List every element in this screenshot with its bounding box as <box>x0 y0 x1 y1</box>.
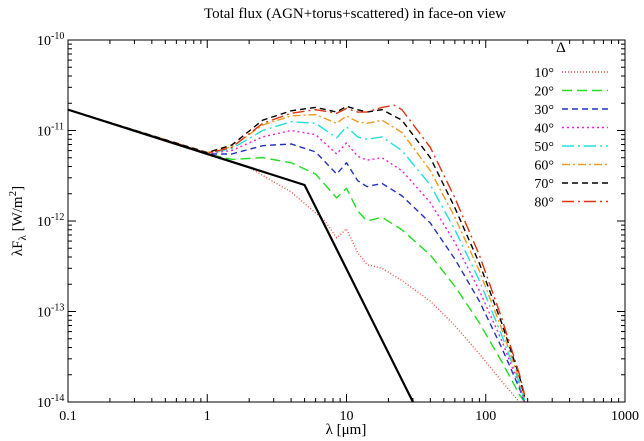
y-tick-label: 10-12 <box>37 212 64 230</box>
series-layer <box>68 104 526 402</box>
series-line <box>68 104 526 395</box>
series-line <box>68 105 526 397</box>
intrinsic-agn-line <box>68 108 414 402</box>
y-tick-label: 10-14 <box>37 393 64 411</box>
y-tick-label: 10-11 <box>37 122 64 140</box>
y-tick-label: 10-10 <box>37 31 64 49</box>
legend-label: 50° <box>534 140 554 155</box>
legend-label: 40° <box>534 122 554 137</box>
series-line <box>68 108 519 401</box>
legend-label: 80° <box>534 196 554 211</box>
legend-label: 70° <box>534 177 554 192</box>
legend-label: 60° <box>534 159 554 174</box>
legend-label: 20° <box>534 85 554 100</box>
axis-ticks: 0.1 1 10 100 1000 10-14 10-13 10-12 10-11 10-10 <box>37 31 639 424</box>
y-axis-label: λFλ [W/m2] <box>7 186 29 256</box>
legend-label: 30° <box>534 103 554 118</box>
y-tick-label: 10-13 <box>37 303 64 321</box>
x-axis-label: λ [μm] <box>326 422 367 438</box>
x-tick-label: 10 <box>340 409 354 424</box>
legend-title: Δ <box>556 40 566 56</box>
series-line <box>68 108 526 399</box>
series-line <box>68 108 526 402</box>
x-tick-label: 100 <box>475 409 496 424</box>
x-tick-label: 1000 <box>611 409 639 424</box>
legend: Δ10° 20° 30° 40° 50° 60° 70° 80° <box>534 40 608 211</box>
series-line <box>68 108 526 401</box>
series-line <box>68 108 526 402</box>
series-line <box>68 108 526 402</box>
chart-title: Total flux (AGN+torus+scattered) in face… <box>204 6 506 22</box>
legend-label: 10° <box>534 66 554 81</box>
x-tick-label: 0.1 <box>59 409 77 424</box>
x-tick-label: 1 <box>204 409 211 424</box>
